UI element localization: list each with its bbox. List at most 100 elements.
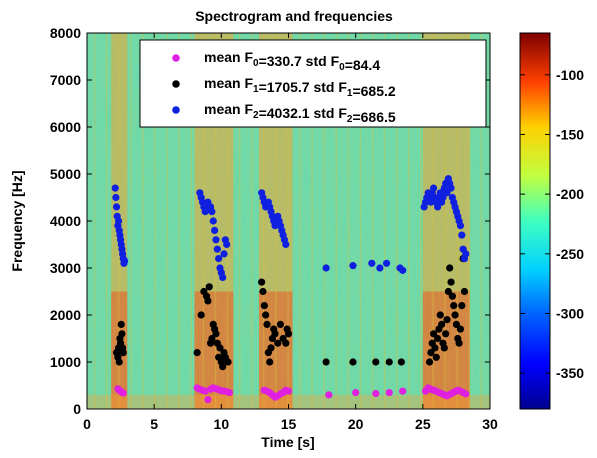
formant-point-f1: [117, 320, 125, 328]
chart-title: Spectrogram and frequencies: [195, 8, 393, 24]
y-tick-label: 7000: [50, 72, 81, 88]
formant-point-f2: [462, 250, 470, 258]
formant-point-f2: [223, 240, 231, 249]
formant-point-f1: [450, 302, 458, 310]
formant-point-f0: [119, 389, 127, 397]
formant-point-f1: [212, 330, 220, 338]
legend-label: mean F1=1705.7 std F1=685.2: [204, 75, 396, 99]
formant-point-f1: [434, 334, 442, 343]
formant-point-f1: [263, 320, 271, 328]
formant-point-f2: [111, 184, 119, 192]
formant-point-f1: [452, 320, 461, 328]
formant-point-f1: [440, 344, 448, 352]
formant-point-f2: [322, 264, 330, 272]
formant-point-f1: [431, 344, 439, 352]
formant-point-f2: [382, 259, 391, 267]
formant-point-f2: [458, 231, 466, 239]
formant-point-f1: [260, 302, 268, 310]
formant-point-f1: [322, 358, 330, 366]
formant-point-f1: [262, 311, 270, 319]
formant-point-f2: [211, 226, 219, 234]
formant-point-f2: [376, 264, 384, 272]
legend-marker: [172, 80, 180, 88]
y-tick-label: 3000: [50, 260, 81, 276]
formant-point-f2: [399, 266, 407, 274]
formant-point-f2: [447, 184, 455, 192]
formant-point-f0: [225, 388, 233, 397]
formant-point-f0: [462, 390, 470, 398]
formant-point-f2: [212, 236, 220, 244]
formant-point-f2: [427, 198, 435, 206]
colorbar-tick-label: -300: [556, 306, 584, 322]
y-tick-label: 6000: [50, 119, 81, 135]
y-tick-label: 5000: [50, 166, 81, 182]
formant-point-f1: [224, 358, 232, 366]
formant-point-f1: [193, 349, 201, 357]
formant-point-f1: [448, 292, 456, 300]
formant-point-f1: [205, 283, 213, 291]
colorbar-tick-label: -150: [556, 126, 584, 142]
formant-point-f1: [118, 330, 126, 338]
formant-point-f1: [438, 320, 446, 328]
formant-point-f1: [276, 320, 285, 328]
y-tick-label: 4000: [50, 213, 81, 229]
formant-point-f2: [112, 193, 120, 202]
formant-point-f2: [434, 203, 442, 211]
formant-point-f1: [115, 358, 123, 366]
x-tick-label: 15: [281, 416, 297, 432]
formant-point-f2: [213, 245, 221, 253]
formant-point-f1: [349, 358, 357, 366]
formant-point-f1: [284, 330, 293, 338]
colorbar-tick-label: -250: [556, 246, 584, 262]
formant-point-f1: [460, 287, 469, 296]
x-tick-label: 0: [83, 416, 91, 432]
formant-point-f1: [204, 297, 212, 305]
formant-point-f1: [385, 358, 393, 366]
formant-point-f1: [446, 264, 454, 272]
formant-point-f1: [443, 316, 451, 324]
formant-point-f2: [456, 222, 465, 230]
formant-point-f2: [209, 217, 217, 225]
legend-label: mean F0=330.7 std F0=84.4: [204, 49, 380, 73]
formant-point-f2: [215, 255, 223, 263]
formant-point-f0: [325, 391, 333, 399]
formant-point-f2: [220, 250, 228, 258]
colorbar-tick-label: -100: [556, 67, 584, 83]
colorbar-tick-label: -200: [556, 186, 584, 202]
formant-point-f0: [284, 387, 293, 395]
formant-point-f1: [429, 330, 438, 338]
formant-point-f1: [397, 358, 405, 366]
y-axis-label: Frequency [Hz]: [9, 170, 25, 271]
formant-point-f0: [204, 396, 212, 404]
formant-point-f1: [425, 358, 434, 366]
x-tick-label: 20: [348, 416, 364, 432]
formant-point-f1: [427, 349, 435, 357]
legend-label: mean F2=4032.1 std F2=686.5: [204, 101, 396, 125]
formant-point-f1: [271, 330, 279, 338]
formant-point-f1: [282, 339, 290, 347]
formant-point-f0: [399, 387, 407, 395]
formant-point-f2: [219, 273, 227, 281]
formant-point-f2: [443, 189, 451, 197]
formant-point-f2: [282, 240, 290, 249]
formant-points: [111, 175, 470, 404]
formant-point-f1: [274, 339, 282, 347]
y-axis: 0 1000 2000 3000 4000 5000 6000 7000 8000: [50, 25, 490, 417]
formant-point-f1: [447, 278, 455, 286]
formant-point-f0: [385, 388, 393, 397]
formant-point-f0: [352, 388, 360, 397]
formant-point-f1: [442, 330, 450, 338]
x-tick-label: 30: [482, 416, 498, 432]
formant-point-f2: [121, 257, 129, 265]
formant-point-f0: [372, 389, 380, 398]
formant-point-f2: [114, 217, 123, 225]
formant-point-f2: [439, 193, 447, 202]
formant-point-f1: [267, 344, 275, 352]
formant-point-f1: [258, 278, 266, 286]
legend-marker: [172, 106, 180, 114]
colorbar-tick-label: -350: [556, 365, 584, 381]
formant-point-f1: [119, 349, 127, 357]
formant-point-f1: [458, 302, 466, 310]
